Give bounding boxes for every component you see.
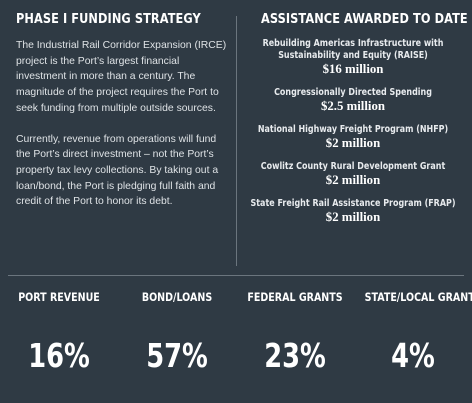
award-amount: $2 million — [325, 136, 381, 150]
stat-label: STATE/LOCAL GRANTS — [364, 290, 472, 304]
top-section: PHASE I FUNDING STRATEGY The Industrial … — [16, 12, 468, 266]
funding-strategy-column: PHASE I FUNDING STRATEGY The Industrial … — [16, 12, 230, 225]
stat-value: 57% — [146, 336, 208, 375]
award-name: Cowlitz County Rural Development Grant — [260, 161, 446, 172]
stat-value: 4% — [391, 336, 435, 375]
award-item: National Highway Freight Program (NHFP) … — [246, 124, 460, 151]
award-item: Congressionally Directed Spending $2.5 m… — [246, 87, 460, 114]
stat-label: PORT REVENUE — [18, 290, 100, 304]
stat-value: 16% — [28, 336, 90, 375]
stat-port-revenue: PORT REVENUE 16% — [0, 290, 118, 376]
stat-label: FEDERAL GRANTS — [247, 290, 343, 304]
stat-value: 23% — [264, 336, 326, 375]
award-item: Rebuilding Americas Infrastructure with … — [246, 38, 460, 77]
assistance-column: ASSISTANCE AWARDED TO DATE Rebuilding Am… — [246, 12, 468, 235]
award-amount: $16 million — [322, 62, 384, 76]
stat-label: BOND/LOANS — [141, 290, 213, 304]
stat-federal-grants: FEDERAL GRANTS 23% — [236, 290, 354, 376]
award-item: Cowlitz County Rural Development Grant $… — [246, 161, 460, 188]
award-name: Congressionally Directed Spending — [274, 87, 432, 98]
horizontal-divider — [8, 275, 464, 276]
award-amount: $2 million — [325, 173, 381, 187]
stat-state-local-grants: STATE/LOCAL GRANTS 4% — [354, 290, 472, 376]
strategy-paragraph-1: The Industrial Rail Corridor Expansion (… — [16, 40, 227, 114]
award-name: State Freight Rail Assistance Program (F… — [250, 198, 456, 209]
funding-strategy-heading: PHASE I FUNDING STRATEGY — [16, 12, 201, 27]
award-item: State Freight Rail Assistance Program (F… — [246, 198, 460, 225]
award-name: National Highway Freight Program (NHFP) — [257, 124, 449, 135]
strategy-paragraph-2: Currently, revenue from operations will … — [16, 133, 219, 208]
funding-breakdown: PORT REVENUE 16% BOND/LOANS 57% FEDERAL … — [0, 290, 472, 400]
award-amount: $2 million — [325, 210, 381, 224]
vertical-divider — [236, 16, 237, 266]
stat-bond-loans: BOND/LOANS 57% — [118, 290, 236, 376]
award-name: Rebuilding Americas Infrastructure with … — [262, 38, 444, 61]
award-amount: $2.5 million — [321, 99, 385, 113]
assistance-heading: ASSISTANCE AWARDED TO DATE — [260, 12, 468, 27]
